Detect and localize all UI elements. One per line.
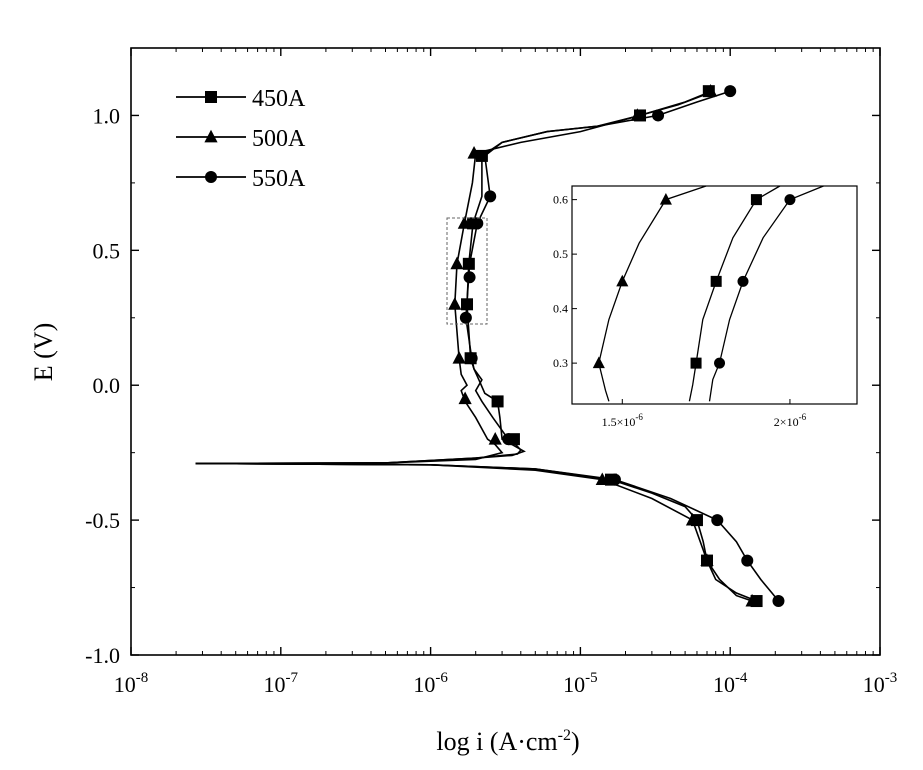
inset-x-tick-label: 2×10-6	[774, 412, 807, 429]
series-550A	[195, 85, 785, 608]
data-point-550A	[463, 271, 476, 284]
inset-y-tick-label: 0.4	[553, 302, 568, 316]
data-point-500A	[452, 351, 466, 364]
main-series-group	[195, 83, 785, 608]
series-line-500A	[195, 90, 712, 465]
data-point-500A	[700, 553, 714, 566]
data-point-550A	[471, 217, 484, 230]
series-cathodic-line-500A	[195, 462, 753, 602]
data-point-500A	[448, 297, 462, 310]
zoom-region-box	[446, 217, 488, 325]
data-point-500A	[488, 431, 502, 445]
inset-series-group	[592, 185, 824, 402]
x-axis-label: log i (A·cm-2)	[436, 727, 579, 756]
data-point-550A	[608, 473, 621, 486]
inset-data-point-450A	[710, 275, 722, 287]
y-tick-label: -1.0	[85, 643, 120, 668]
inset-y-tick-label: 0.5	[553, 247, 568, 261]
y-tick-label: 0.0	[93, 373, 121, 398]
data-point-500A	[457, 216, 471, 229]
x-tick-label: 10-8	[114, 670, 149, 697]
y-tick-label: 1.0	[93, 103, 121, 128]
inset-line-450A	[688, 185, 781, 402]
inset-data-point-450A	[690, 357, 702, 369]
legend-label: 500A	[252, 126, 306, 152]
inset-y-tick-label: 0.6	[553, 193, 568, 207]
legend-item-450A: 450A	[176, 86, 306, 112]
data-point-500A	[630, 108, 644, 121]
legend-marker-circle	[205, 171, 217, 183]
data-point-550A	[459, 311, 472, 324]
data-point-500A	[595, 472, 609, 486]
inset-plot-frame	[571, 185, 858, 405]
data-point-500A	[745, 593, 759, 607]
y-axis-label: E (V)	[29, 323, 58, 381]
data-point-500A	[704, 83, 718, 97]
inset-data-point-500A	[616, 274, 629, 287]
inset-data-point-550A	[784, 194, 796, 206]
legend-item-500A: 500A	[176, 126, 306, 152]
inset-series-450A	[688, 185, 781, 402]
inset-data-point-500A	[592, 356, 605, 369]
legend-marker-triangle	[204, 129, 218, 143]
x-tick-label: 10-5	[563, 670, 598, 697]
data-point-500A	[685, 512, 700, 526]
legend-label: 550A	[252, 166, 306, 192]
data-point-550A	[724, 85, 737, 98]
inset-data-point-500A	[659, 193, 672, 205]
data-point-550A	[652, 109, 665, 122]
main-plot-frame	[130, 47, 881, 656]
x-tick-label: 10-4	[713, 670, 748, 697]
series-500A	[195, 83, 759, 607]
data-point-550A	[741, 554, 754, 567]
inset-series-500A	[592, 185, 707, 402]
data-point-500A	[467, 146, 481, 159]
data-point-550A	[465, 352, 478, 365]
data-point-450A	[491, 395, 504, 408]
y-tick-label: -0.5	[85, 508, 120, 533]
legend-marker-square	[205, 91, 217, 103]
series-cathodic-line-550A	[195, 462, 780, 602]
legend: 450A 500A 550A	[176, 86, 306, 192]
x-tick-label: 10-3	[863, 670, 898, 697]
legend-label: 450A	[252, 86, 306, 112]
y-tick-label: 0.5	[93, 238, 121, 263]
data-point-550A	[772, 595, 785, 608]
inset-data-point-550A	[714, 357, 726, 369]
x-tick-label: 10-7	[264, 670, 299, 697]
data-point-500A	[450, 256, 464, 270]
inset-data-point-550A	[737, 275, 749, 287]
inset-line-500A	[598, 185, 707, 402]
data-point-550A	[484, 190, 497, 203]
data-point-500A	[458, 391, 472, 405]
inset-axis-ticks: 1.5×10-6 2×10-6 0.6 0.5 0.4 0.3	[553, 193, 807, 429]
legend-item-550A: 550A	[176, 166, 306, 192]
inset-y-tick-label: 0.3	[553, 356, 568, 370]
series-cathodic-line-450A	[195, 462, 757, 602]
inset-data-point-450A	[750, 194, 762, 206]
data-point-550A	[711, 514, 724, 527]
inset-series-550A	[708, 185, 824, 402]
data-point-550A	[502, 433, 515, 446]
inset-line-550A	[708, 185, 824, 402]
main-axis-ticks: 10-8 10-7 10-6 10-5 10-4 10-3 1.0 0.5 0.0 -0.5 -1.…	[85, 47, 898, 697]
inset-x-tick-label: 1.5×10-6	[602, 412, 644, 429]
x-tick-label: 10-6	[413, 670, 448, 697]
